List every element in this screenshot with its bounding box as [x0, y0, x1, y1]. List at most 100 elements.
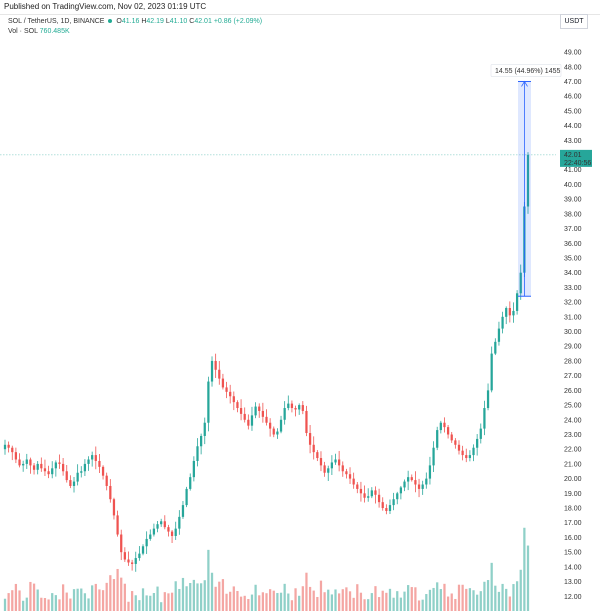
- candle-body: [3, 444, 7, 450]
- volume-bar: [515, 581, 519, 611]
- legend-volume-label[interactable]: Vol · SOL: [8, 28, 38, 35]
- candle-body: [134, 558, 137, 564]
- volume-bar: [345, 587, 348, 611]
- volume-bar: [239, 596, 243, 611]
- legend-close-label: C: [189, 18, 195, 25]
- price-tick-label: 24.00: [564, 417, 582, 424]
- volume-bar: [450, 593, 453, 611]
- candle-body: [105, 475, 108, 486]
- price-tick-label: 27.00: [564, 373, 582, 380]
- candle-body: [61, 463, 65, 472]
- price-axis[interactable]: 12.00 13.00 14.00 15.00 16.00 17.00 18.00 19.00…: [560, 50, 592, 601]
- volume-bar: [312, 590, 315, 611]
- volume-bar: [94, 583, 97, 611]
- volume-bar: [261, 592, 264, 611]
- volume-bar: [174, 581, 177, 611]
- candle-body: [305, 410, 308, 434]
- candle-body: [160, 521, 163, 525]
- candle-body: [290, 403, 294, 409]
- volume-bar: [472, 590, 475, 611]
- volume-bar: [446, 596, 450, 611]
- volume-bar: [76, 588, 79, 611]
- published-text: Published on TradingView.com, Nov 02, 20…: [4, 2, 207, 11]
- volume-bar: [199, 583, 203, 611]
- legend-symbol[interactable]: SOL / TetherUS, 1D, BINANCE: [8, 18, 105, 25]
- volume-bar: [54, 595, 57, 611]
- candle-body: [370, 490, 373, 497]
- volume-bar: [494, 585, 497, 611]
- candle-body: [116, 515, 119, 535]
- candle-body: [269, 422, 272, 429]
- last-price-label: 42.01: [564, 152, 582, 159]
- price-tick-label: 32.00: [564, 300, 582, 307]
- volume-bar: [14, 583, 18, 611]
- volume-bar: [505, 588, 508, 611]
- candle-body: [417, 484, 421, 489]
- volume-bar: [98, 589, 101, 611]
- candle-body: [454, 440, 457, 445]
- candle-body: [218, 369, 221, 379]
- candle-body: [243, 413, 246, 420]
- volume-bar: [468, 588, 472, 611]
- volume-bar: [156, 586, 159, 611]
- volume-bar: [377, 597, 381, 611]
- candle-body: [247, 419, 250, 426]
- price-tick-label: 41.00: [564, 167, 582, 174]
- legend-change: +0.86 (+2.09%): [213, 18, 263, 25]
- candle-body: [363, 493, 366, 498]
- candle-body: [319, 458, 323, 466]
- candle-body: [334, 459, 337, 463]
- candle-body: [170, 531, 174, 536]
- price-tick-label: 16.00: [564, 535, 582, 542]
- volume-bar: [207, 549, 210, 611]
- candle-body: [476, 438, 479, 448]
- volume-bar: [421, 599, 424, 611]
- volume-bar: [29, 581, 32, 611]
- volume-bar: [356, 584, 359, 611]
- candle-body: [185, 488, 188, 506]
- volume-bar: [370, 593, 373, 611]
- candle-body: [399, 487, 403, 494]
- volume-bar: [58, 599, 61, 611]
- candle-body: [199, 435, 203, 447]
- price-tick-label: 17.00: [564, 520, 582, 527]
- candle-body: [87, 459, 90, 464]
- candle-body: [210, 360, 214, 382]
- currency-label[interactable]: USDT: [560, 14, 588, 29]
- candle-body: [196, 446, 199, 461]
- volume-bar: [247, 599, 250, 611]
- candle-body: [330, 462, 334, 469]
- volume-bar: [167, 593, 170, 611]
- candle-body: [25, 459, 28, 464]
- volume-bar: [196, 583, 199, 611]
- candle-body: [388, 505, 392, 511]
- price-tick-label: 37.00: [564, 226, 582, 233]
- candle-body: [94, 455, 97, 461]
- volume-bar: [83, 593, 87, 611]
- candle-body: [461, 450, 464, 456]
- volume-bar: [338, 593, 341, 611]
- volume-bar: [36, 589, 39, 611]
- candle-body: [425, 478, 428, 485]
- volume-bar: [327, 589, 330, 611]
- candle-body: [109, 485, 112, 500]
- candle-body: [443, 422, 446, 428]
- volume-bar: [374, 586, 377, 611]
- countdown-label: 22:40:56: [564, 160, 591, 167]
- candle-body: [436, 430, 439, 448]
- candle-body: [32, 465, 36, 470]
- volume-bar: [283, 583, 286, 611]
- candle-body: [457, 444, 461, 451]
- candle-body: [192, 460, 195, 478]
- candle-body: [181, 505, 185, 517]
- legend-low-label: L: [165, 18, 170, 25]
- candle-body: [345, 471, 348, 475]
- candle-body: [348, 474, 352, 479]
- volume-bar: [388, 588, 392, 611]
- candle-body: [225, 387, 228, 392]
- volume-bar: [229, 591, 232, 611]
- candle-body: [483, 408, 486, 429]
- volume-bar: [319, 580, 323, 611]
- volume-bar: [236, 590, 239, 611]
